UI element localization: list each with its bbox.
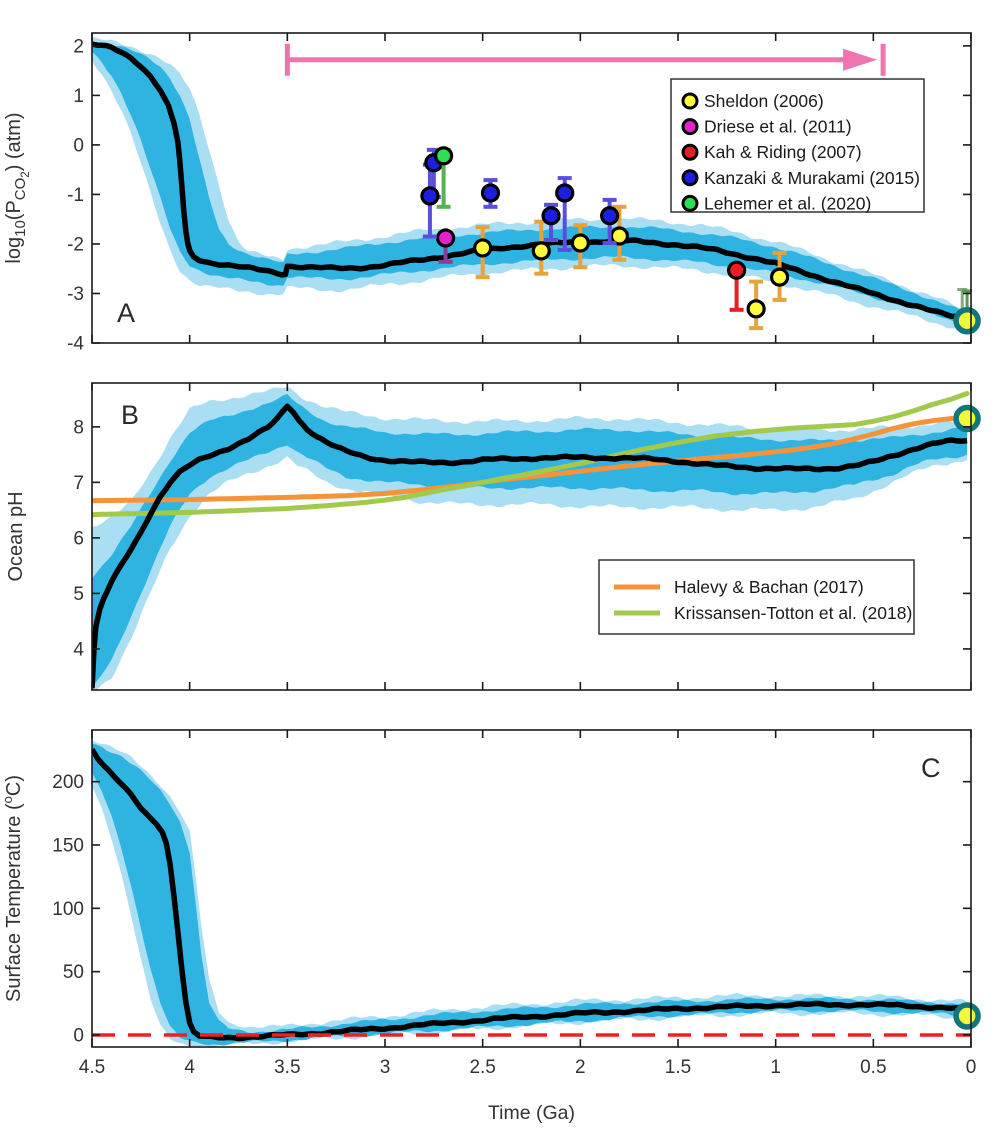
panel-c-ticks (91, 730, 972, 1047)
panel-a-ytick-label: 2 (73, 36, 84, 57)
panel-a-modern-value-circle (953, 306, 981, 335)
marker-kanzaki-murakami-2015 (480, 183, 501, 203)
x-axis-title: Time (Ga) (488, 1102, 575, 1124)
marker-kah-riding-2007 (726, 260, 747, 280)
study-sheldon-2006 (473, 204, 790, 331)
panel-b: 8 7 6 5 4 Ocean pH B (5, 382, 981, 691)
xtick-label: 3 (380, 1057, 391, 1078)
panel-a-plot-area (92, 37, 968, 330)
xtick-label: 4 (184, 1057, 195, 1078)
panel-a-frame (91, 32, 972, 344)
panel-c-letter: C (921, 753, 941, 783)
xtick-label: 0.5 (860, 1057, 886, 1078)
panel-c-ytick-label: 0 (73, 1025, 84, 1046)
panel-b-ytick-label: 6 (73, 528, 84, 549)
line-krissansen-totton-et-al-2018 (92, 391, 970, 518)
panel-a-ytick-label: -2 (67, 234, 84, 255)
line-halevy-bachan-2017 (92, 414, 970, 504)
legend-marker-driese-et-al-2011 (681, 118, 699, 136)
marker-kanzaki-murakami-2015 (600, 206, 620, 226)
proxy-data-points (420, 146, 790, 331)
panel-b-letter: B (121, 400, 139, 430)
panel-a-ytick-label: 1 (73, 86, 84, 107)
panel-a-ticks (91, 33, 972, 344)
marker-sheldon-2006 (473, 238, 493, 258)
panel-a-letter: A (117, 298, 135, 328)
panel-c-ytick-label: 150 (52, 835, 84, 856)
marker-sheldon-2006 (531, 241, 551, 261)
panel-a-median-line (92, 41, 968, 321)
x-axis-labels: 4.5 4 3.5 3 2.5 2 1.5 1 0.5 0 Time (Ga) (79, 1057, 977, 1124)
panel-b-ytick-label: 4 (73, 639, 84, 660)
panel-c-plot-area (92, 739, 971, 1047)
panel-b-ytick-label: 5 (73, 584, 84, 605)
legend-label-kanzaki-murakami-2015: Kanzaki & Murakami (2015) (704, 168, 920, 188)
panel-a-ytick-label: -4 (67, 334, 84, 355)
panel-c-modern-value-circle (953, 1002, 981, 1030)
panel-b-modern-value-circle (953, 404, 981, 433)
panel-c-y-axis-label: Surface Temperature (oC) (0, 775, 25, 1002)
legend-marker-sheldon-2006 (681, 92, 699, 110)
marker-kanzaki-murakami-2015 (541, 206, 561, 226)
study-kanzaki-murakami-2015 (420, 147, 620, 252)
legend-marker-kanzaki-murakami-2015 (681, 169, 699, 187)
arrow-right-cap (880, 43, 886, 76)
panel-c-ytick-label: 100 (52, 899, 84, 920)
panel-b-ticks (91, 383, 972, 690)
panel-b-plot-area (92, 386, 970, 690)
panel-a-ytick-label: 0 (73, 135, 84, 156)
legend-ph-models: Halevy & Bachan (2017) Krissansen-Totton … (598, 559, 915, 635)
xtick-label: 2.5 (469, 1057, 495, 1078)
marker-driese-et-al-2011 (435, 228, 456, 248)
legend-box (598, 559, 915, 635)
xtick-label: 1 (770, 1057, 781, 1078)
panel-c-inner-confidence-band (92, 743, 968, 1046)
habitability-timespan-arrow (284, 43, 886, 76)
panel-a-inner-confidence-band (92, 42, 962, 324)
panel-b-ytick-label: 7 (73, 473, 84, 494)
legend-marker-lehemer-et-al-2020 (681, 194, 699, 212)
study-lehemer-et-al-2020 (434, 146, 454, 209)
panel-c-median-line (92, 747, 968, 1042)
marker-sheldon-2006 (769, 267, 790, 287)
panel-a-ytick-label: -3 (67, 284, 84, 305)
legend-label-driese-et-al-2011: Driese et al. (2011) (704, 117, 852, 137)
marker-lehemer-et-al-2020 (434, 146, 454, 166)
panel-b-median-line (92, 403, 968, 689)
panel-a-y-axis-label: log10(PCO2) (atm) (3, 112, 32, 263)
marker-sheldon-2006 (746, 299, 766, 319)
legend-marker-kah-riding-2007 (681, 143, 699, 161)
legend-proxy-studies: Sheldon (2006) Driese et al. (2011) Kah & … (670, 78, 925, 213)
arrow-left-cap (284, 43, 290, 76)
legend-label-krissansen-totton-et-al-2018: Krissansen-Totton et al. (2018) (674, 603, 912, 623)
xtick-label: 0 (966, 1057, 977, 1078)
panel-c: 200 150 100 50 0 Surface Temperature (oC) C (0, 729, 981, 1048)
xtick-label: 4.5 (79, 1057, 105, 1078)
marker-kanzaki-murakami-2015 (420, 186, 440, 206)
panel-b-frame (91, 382, 972, 691)
panel-c-ytick-label: 50 (63, 962, 84, 983)
study-kah-riding-2007 (726, 260, 747, 312)
study-driese-et-al-2011 (435, 228, 456, 264)
legend-label-halevy-bachan-2017: Halevy & Bachan (2017) (674, 577, 864, 597)
panel-c-frame (91, 729, 972, 1048)
panel-a: 2 1 0 -1 -2 -3 -4 log10(PCO2) (atm) A (3, 32, 981, 355)
legend-label-lehemer-et-al-2020: Lehemer et al. (2020) (704, 193, 871, 213)
xtick-label: 2 (575, 1057, 586, 1078)
legend-label-kah-riding-2007: Kah & Riding (2007) (704, 142, 862, 162)
marker-sheldon-2006 (570, 233, 590, 253)
arrow-head (843, 48, 878, 71)
xtick-label: 1.5 (665, 1057, 691, 1078)
xtick-label: 3.5 (274, 1057, 300, 1078)
panel-a-ytick-label: -1 (67, 185, 84, 206)
panel-b-y-axis-label: Ocean pH (5, 491, 27, 581)
legend-label-sheldon-2006: Sheldon (2006) (704, 91, 824, 111)
marker-kanzaki-murakami-2015 (555, 183, 575, 203)
panel-b-ytick-label: 8 (73, 417, 84, 438)
panel-c-ytick-label: 200 (52, 772, 84, 793)
legend-box (670, 78, 925, 213)
